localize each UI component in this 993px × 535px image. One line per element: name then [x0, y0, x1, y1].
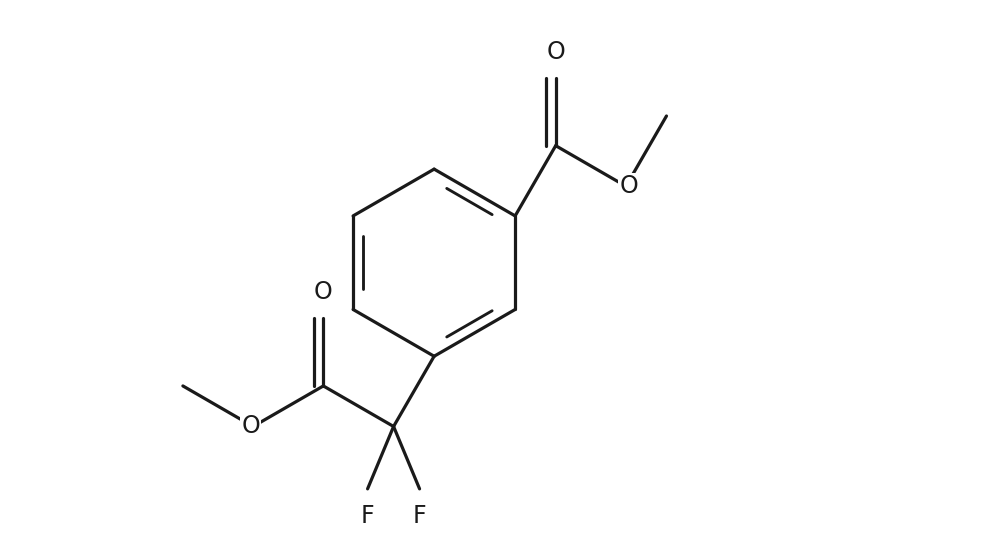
Text: O: O [241, 415, 260, 439]
Text: O: O [546, 40, 565, 64]
Text: O: O [314, 280, 333, 304]
Text: O: O [620, 174, 638, 198]
Text: F: F [360, 505, 374, 529]
Text: F: F [413, 505, 426, 529]
